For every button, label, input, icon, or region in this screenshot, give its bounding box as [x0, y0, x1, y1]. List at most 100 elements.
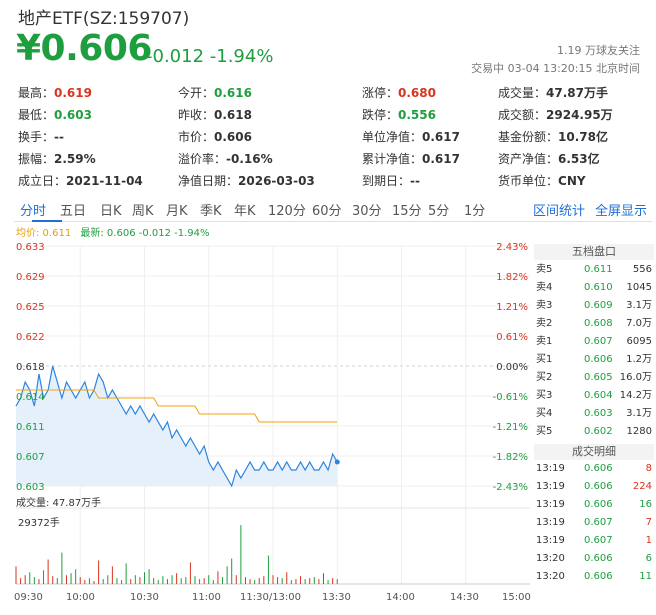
volume-bar [222, 577, 224, 584]
order-price: 0.602 [584, 426, 613, 437]
volume-label: 成交量: 47.87万手 [16, 498, 102, 509]
volume-bar [29, 572, 31, 584]
volume-bar [194, 576, 196, 584]
trade-price: 0.606 [584, 553, 613, 564]
y-left-tick: 0.618 [16, 362, 45, 373]
volume-bar [20, 578, 22, 584]
volume-bar [65, 575, 67, 584]
chart-tab[interactable]: 周K [132, 204, 154, 219]
order-price: 0.605 [584, 372, 613, 383]
stat-value: 0.606 [214, 130, 252, 144]
order-qty: 14.2万 [619, 390, 652, 401]
latest-point [334, 459, 340, 465]
order-price: 0.608 [584, 318, 613, 329]
order-level: 卖1 [536, 336, 553, 347]
chart-tab[interactable]: 5分 [428, 204, 450, 219]
stat-item: 振幅：2.59% [18, 148, 96, 170]
order-price: 0.609 [584, 300, 613, 311]
order-price: 0.603 [584, 408, 613, 419]
volume-bar [208, 575, 210, 584]
avg-line [16, 389, 338, 423]
y-left-tick: 0.603 [16, 482, 45, 493]
chart-tab[interactable]: 15分 [392, 204, 422, 219]
y-left-tick: 0.611 [16, 422, 45, 433]
order-qty: 7.0万 [626, 318, 652, 329]
order-book-row: 卖4 0.610 1045 [536, 279, 652, 297]
price-line [15, 365, 338, 488]
volume-bar [33, 577, 35, 584]
volume-bar [24, 575, 26, 584]
chart-tab[interactable]: 60分 [312, 204, 342, 219]
chart-tab[interactable]: 120分 [268, 204, 306, 219]
order-book-row: 卖1 0.607 6095 [536, 333, 652, 351]
order-book-row: 卖5 0.611 556 [536, 261, 652, 279]
trade-time: 13:20 [536, 553, 565, 564]
stat-label: 换手： [18, 130, 55, 144]
chart-tab[interactable]: 日K [100, 204, 122, 219]
volume-bar [240, 525, 242, 584]
x-tick: 10:30 [130, 592, 159, 603]
trade-qty: 224 [632, 481, 652, 492]
chart-tab[interactable]: 月K [166, 204, 188, 219]
stat-value: -- [54, 130, 64, 144]
volume-bar [267, 555, 269, 584]
volume-bar [309, 578, 311, 584]
trade-time: 13:20 [536, 571, 565, 582]
chart-tab[interactable]: 季K [200, 204, 222, 219]
chart-tab[interactable]: 五日 [60, 204, 87, 219]
stat-label: 成立日： [18, 174, 67, 188]
stat-label: 最高： [18, 86, 55, 100]
volume-bar [226, 566, 228, 584]
stat-item: 成交量：47.87万手 [498, 82, 608, 104]
trade-price: 0.606 [584, 481, 613, 492]
trade-price: 0.606 [584, 499, 613, 510]
volume-bar [300, 576, 302, 584]
volume-bar [277, 577, 279, 584]
stat-item: 换手：-- [18, 126, 64, 148]
order-qty: 1.2万 [626, 354, 652, 365]
y-left-tick: 0.629 [16, 272, 45, 283]
trade-row: 13:19 0.607 7 [536, 514, 652, 532]
volume-bar [125, 563, 127, 584]
stat-value: 0.616 [214, 86, 252, 100]
order-qty: 3.1万 [626, 300, 652, 311]
trade-time: 13:19 [536, 499, 565, 510]
x-tick: 11:30/13:00 [240, 592, 302, 603]
volume-bar [272, 575, 274, 584]
intraday-chart[interactable] [0, 236, 532, 606]
volume-bar [249, 579, 251, 584]
order-qty: 1280 [626, 426, 652, 437]
stat-item: 跌停：0.556 [362, 104, 436, 126]
order-level: 买2 [536, 372, 553, 383]
stat-value: 6.53亿 [558, 152, 600, 166]
volume-bar [148, 569, 150, 584]
volume-bar [93, 581, 95, 584]
volume-bar [322, 573, 324, 584]
fullscreen-button[interactable]: 全屏显示 [595, 204, 648, 219]
stat-item: 基金份额：10.78亿 [498, 126, 608, 148]
stat-label: 跌停： [362, 108, 399, 122]
volume-bar [166, 579, 168, 584]
order-book-row: 买5 0.602 1280 [536, 423, 652, 441]
y-right-tick: -1.21% [492, 422, 528, 433]
stat-value: 2021-11-04 [66, 174, 143, 188]
stat-label: 货币单位： [498, 174, 559, 188]
order-book-row: 买2 0.605 16.0万 [536, 369, 652, 387]
x-tick: 14:00 [386, 592, 415, 603]
chart-tab[interactable]: 分时 [20, 204, 47, 219]
y-right-tick: 1.82% [496, 272, 528, 283]
chart-tab[interactable]: 1分 [464, 204, 486, 219]
volume-bar [327, 580, 329, 584]
range-stats-button[interactable]: 区间统计 [533, 204, 586, 219]
volume-bar [79, 577, 81, 584]
chart-tab[interactable]: 年K [234, 204, 256, 219]
fund-title: 地产ETF(SZ:159707) [18, 9, 190, 29]
volume-bar [84, 580, 86, 584]
stat-label: 今开： [178, 86, 215, 100]
trade-time: 13:19 [536, 463, 565, 474]
volume-bar [43, 570, 45, 584]
chart-tab[interactable]: 30分 [352, 204, 382, 219]
volume-bar [231, 558, 233, 584]
order-book-row: 买1 0.606 1.2万 [536, 351, 652, 369]
stat-item: 今开：0.616 [178, 82, 252, 104]
